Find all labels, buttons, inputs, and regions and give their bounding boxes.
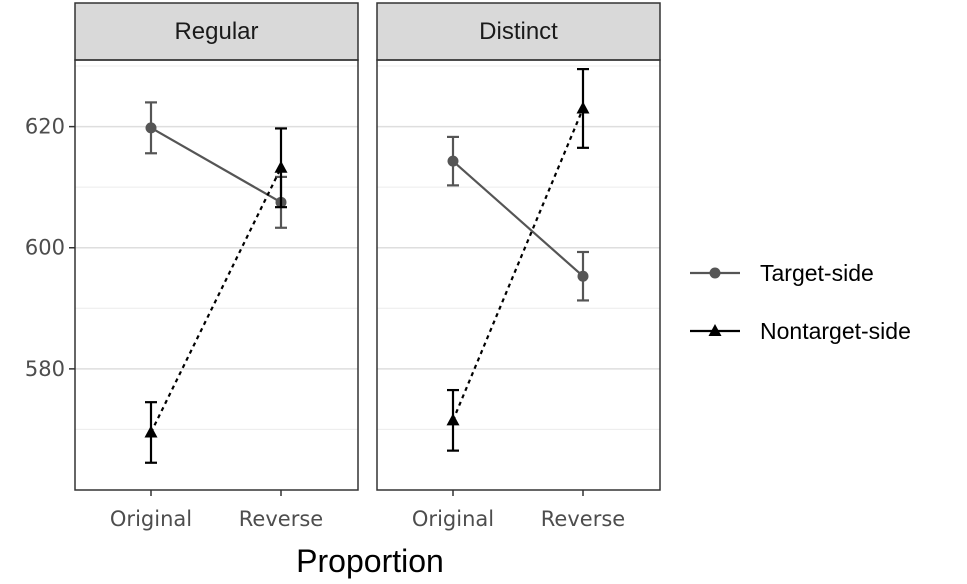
data-point	[576, 101, 590, 114]
x-axis-title: Proportion	[296, 543, 444, 579]
series-line	[150, 167, 282, 433]
x-tick-label-original: Original	[110, 507, 192, 531]
series-nontarget-side	[144, 127, 288, 464]
series-nontarget-side	[446, 67, 590, 452]
y-axis: 580 600 620	[25, 115, 75, 381]
data-point	[446, 413, 460, 426]
legend-item-target-side: Target-side	[690, 260, 874, 286]
panel-regular: Regular Original Reverse	[74, 2, 359, 531]
series-line	[451, 108, 585, 421]
x-tick-label-original: Original	[412, 507, 494, 531]
panel-distinct: Distinct Original Reverse	[376, 2, 661, 531]
strip-title-distinct: Distinct	[479, 18, 558, 45]
x-tick-label-reverse: Reverse	[541, 507, 625, 531]
panel-border	[74, 59, 359, 491]
plot-background	[75, 60, 358, 490]
panel-border	[376, 59, 661, 491]
data-point	[577, 270, 589, 282]
data-point	[145, 122, 157, 134]
y-tick-label: 580	[25, 357, 65, 381]
legend-key-marker	[709, 267, 721, 279]
plot-background	[377, 60, 660, 490]
data-point	[144, 425, 158, 438]
legend-label: Target-side	[760, 260, 874, 286]
legend-key-marker	[708, 324, 722, 336]
series-line	[150, 126, 282, 204]
legend-label: Nontarget-side	[760, 318, 911, 344]
y-tick-label: 600	[25, 236, 65, 260]
y-tick-label: 620	[25, 115, 65, 139]
x-tick-label-reverse: Reverse	[239, 507, 323, 531]
strip-title-regular: Regular	[174, 18, 258, 45]
series-target-side	[447, 135, 589, 302]
legend-item-nontarget-side: Nontarget-side	[690, 318, 911, 344]
legend: Target-side Nontarget-side	[690, 260, 911, 344]
data-point	[447, 155, 459, 167]
data-point	[274, 160, 288, 173]
series-line	[452, 160, 584, 278]
